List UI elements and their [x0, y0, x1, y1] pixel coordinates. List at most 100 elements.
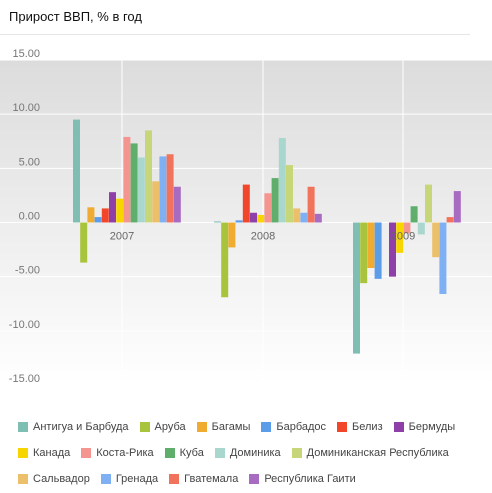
bar: [173, 186, 181, 223]
legend-item: Багамы: [196, 420, 251, 434]
bar: [278, 138, 286, 223]
x-axis: 2007 2008 2009: [110, 231, 415, 243]
legend-item: Сальвадор: [18, 472, 90, 486]
bar: [80, 222, 88, 263]
bar: [403, 222, 411, 234]
bar: [417, 222, 425, 235]
bar: [453, 191, 461, 223]
legend-swatch: [249, 474, 260, 484]
chart-title: Прирост ВВП, % в год: [9, 9, 142, 24]
bar: [314, 213, 322, 223]
legend-item: Доминиканская Республика: [291, 446, 449, 460]
y-tick-label: -15.00: [9, 373, 40, 385]
legend-swatch: [196, 422, 207, 432]
legend-swatch: [169, 474, 180, 484]
bar: [360, 222, 368, 284]
bar: [439, 222, 447, 294]
legend-item: Куба: [164, 446, 204, 460]
legend-swatch: [164, 448, 175, 458]
bar: [367, 222, 375, 268]
y-tick-label: 15.00: [12, 48, 40, 60]
legend-item: Доминика: [214, 446, 281, 460]
x-tick-label: 2008: [251, 231, 275, 243]
bar: [286, 165, 293, 223]
legend-label: Республика Гаити: [264, 473, 356, 485]
legend-swatch: [337, 422, 348, 432]
legend-label: Куба: [179, 447, 204, 459]
bar: [250, 212, 257, 223]
bar: [293, 208, 301, 223]
legend-label: Багамы: [211, 421, 251, 433]
bar: [130, 143, 138, 223]
bar-series: [73, 119, 461, 354]
bar: [271, 178, 279, 223]
bar: [221, 222, 229, 298]
legend-item: Гватемала: [169, 472, 238, 486]
bar: [101, 208, 109, 223]
legend-label: Бермуды: [408, 421, 456, 433]
legend-swatch: [81, 448, 92, 458]
legend-item: Бермуды: [393, 420, 456, 434]
legend-label: Сальвадор: [33, 473, 90, 485]
legend-label: Барбадос: [276, 421, 327, 433]
title-divider: [0, 34, 470, 35]
bar: [410, 206, 418, 223]
bar: [374, 222, 382, 279]
legend-swatch: [393, 422, 404, 432]
legend-swatch: [18, 448, 28, 458]
bar: [109, 192, 116, 223]
bar: [264, 193, 272, 223]
legend-label: Белиз: [352, 421, 383, 433]
y-tick-label: -10.00: [9, 319, 40, 331]
bar: [257, 214, 265, 223]
bar: [353, 222, 360, 354]
legend-swatch: [139, 422, 150, 432]
legend-swatch: [261, 422, 272, 432]
y-tick-label: 5.00: [19, 156, 40, 168]
bar: [166, 154, 174, 223]
legend-label: Коста-Рика: [96, 447, 154, 459]
x-tick-label: 2007: [110, 231, 134, 243]
y-tick-label: -5.00: [15, 265, 40, 277]
bar: [214, 221, 221, 223]
legend-label: Канада: [33, 447, 71, 459]
bar: [137, 157, 145, 223]
legend-label: Аруба: [154, 421, 186, 433]
bar: [152, 181, 160, 223]
bar: [235, 220, 243, 223]
bar: [87, 207, 95, 223]
bar: [94, 217, 102, 223]
bar: [123, 136, 131, 223]
legend-swatch: [291, 448, 302, 458]
bar: [389, 222, 396, 277]
bar-chart: 15.00 10.00 5.00 0.00 -5.00 -10.00 -15.00 2007…: [0, 48, 492, 386]
legend-swatch: [18, 422, 28, 432]
legend-label: Антигуа и Барбуда: [33, 421, 129, 433]
legend-item: Белиз: [337, 420, 383, 434]
legend-item: Аруба: [139, 420, 186, 434]
y-axis: 15.00 10.00 5.00 0.00 -5.00 -10.00 -15.00: [9, 48, 40, 385]
legend-item: Коста-Рика: [81, 446, 154, 460]
legend-label: Гватемала: [184, 473, 239, 485]
bar: [307, 186, 315, 223]
legend-item: Барбадос: [261, 420, 326, 434]
bar: [425, 184, 432, 223]
legend-swatch: [214, 448, 225, 458]
x-tick-label: 2009: [391, 231, 415, 243]
legend-label: Доминиканская Республика: [306, 447, 449, 459]
bar: [242, 184, 250, 223]
bar: [396, 222, 404, 253]
bar: [159, 156, 167, 223]
bar: [228, 222, 236, 248]
legend-item: Канада: [18, 446, 70, 460]
legend-label: Доминика: [229, 447, 281, 459]
bar: [432, 222, 440, 258]
legend-label: Гренада: [115, 473, 159, 485]
legend: Антигуа и Барбуда Аруба Багамы Барбадос Бели…: [18, 420, 488, 492]
y-tick-label: 10.00: [12, 102, 40, 114]
y-tick-label: 0.00: [19, 211, 40, 223]
legend-item: Антигуа и Барбуда: [18, 420, 129, 434]
bar: [145, 130, 152, 223]
legend-swatch: [100, 474, 111, 484]
bar: [300, 212, 308, 223]
